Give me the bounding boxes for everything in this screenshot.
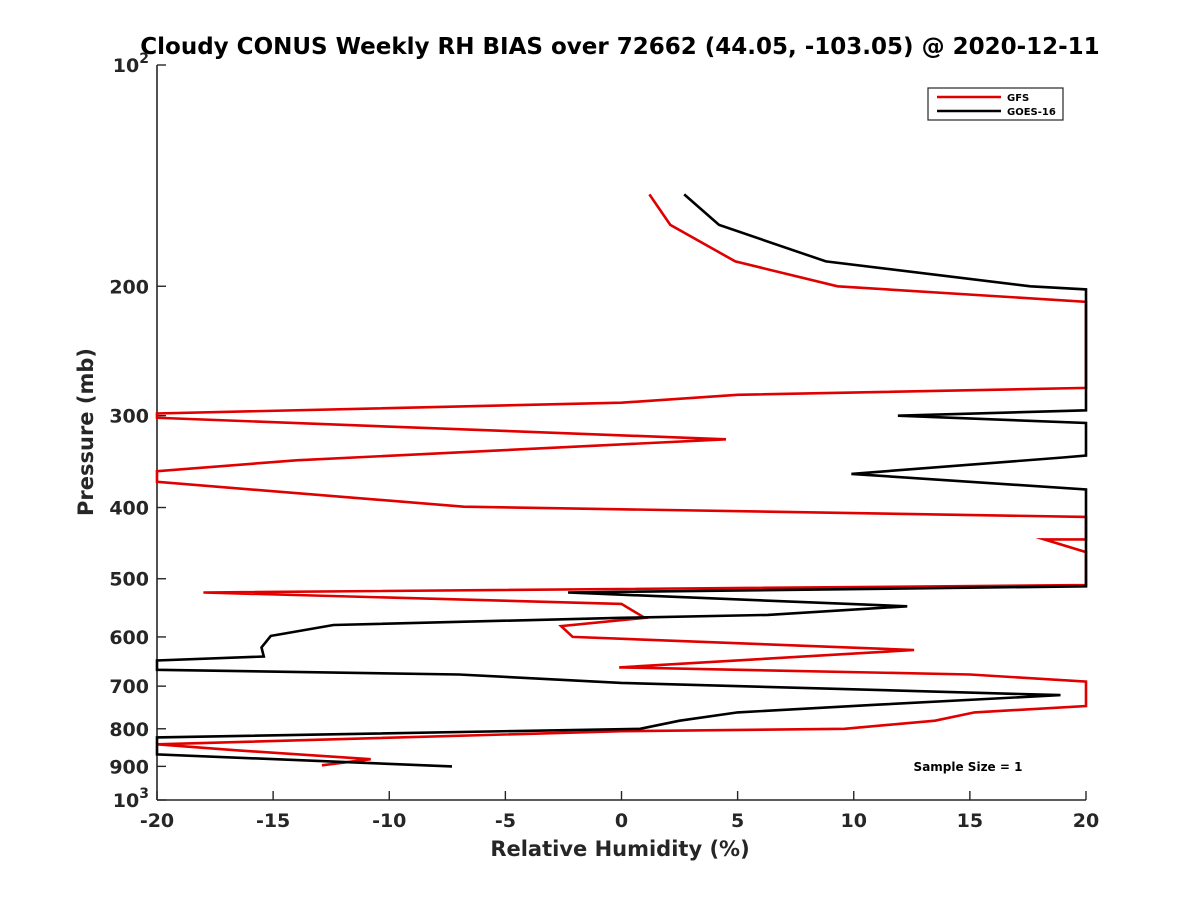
y-tick-label: 300 [109,406,149,428]
legend-label: GOES-16 [1007,107,1056,118]
x-tick-label: 20 [1073,810,1099,832]
x-tick-label: 5 [731,810,744,832]
x-tick-label: -20 [140,810,174,832]
y-tick-label: 800 [109,719,149,741]
x-tick-label: 0 [615,810,628,832]
x-tick-label: -15 [256,810,290,832]
chart-title: Cloudy CONUS Weekly RH BIAS over 72662 (… [140,34,1099,60]
y-tick-label: 700 [109,676,149,698]
y-tick-label: 103 [113,786,149,812]
y-tick-label: 200 [109,276,149,298]
legend: GFS GOES-16 [927,87,1064,121]
plot-area: -20 -15 -10 -5 0 5 10 15 20 102 200 300 400 500 600 700… [109,51,1099,832]
x-tick-label: -5 [495,810,516,832]
series-line-goes-16 [155,193,1088,768]
legend-label: GFS [1007,93,1029,104]
x-axis-label: Relative Humidity (%) [490,837,749,861]
x-tick-label: 10 [841,810,867,832]
y-tick-label: 500 [109,569,149,591]
y-tick-label: 400 [109,498,149,520]
x-tick-label: 15 [957,810,983,832]
x-tick-label: -10 [372,810,406,832]
y-tick-label: 102 [113,51,149,77]
y-tick-label: 900 [109,756,149,778]
legend-box [927,87,1064,121]
y-axis-label: Pressure (mb) [74,348,98,516]
sample-size-annotation: Sample Size = 1 [914,760,1023,774]
y-tick-label: 600 [109,627,149,649]
